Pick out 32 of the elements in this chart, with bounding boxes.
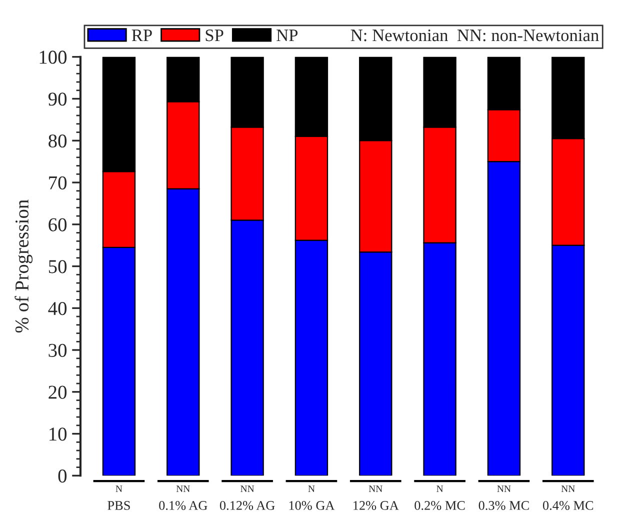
- x-tick-label: 0.4% MC: [542, 501, 594, 510]
- x-tick-label: 0.3% MC: [478, 501, 529, 510]
- y-tick-label: 0: [58, 469, 67, 483]
- text: NN: [240, 486, 254, 492]
- x-tick-label: 0.1% AG: [159, 501, 208, 510]
- y-tick-label: 90: [48, 92, 67, 106]
- text: N: [308, 486, 315, 492]
- text: N: [436, 486, 444, 492]
- y-tick-label: 20: [48, 386, 67, 399]
- y-tick-label: 30: [48, 344, 67, 357]
- y-tick-label: 80: [48, 134, 67, 148]
- y-tick-label: 50: [48, 260, 67, 274]
- legend-label: NP: [276, 30, 298, 42]
- x-tick-label: 0.12% AG: [220, 501, 275, 510]
- y-tick-label: 40: [48, 302, 67, 316]
- y-tick-label: 100: [40, 50, 67, 64]
- text: NN: [368, 486, 382, 492]
- x-tick-label: 10% GA: [289, 501, 335, 510]
- text: N: [116, 486, 122, 492]
- text: NN: [497, 486, 511, 492]
- x-tick-label: 12% GA: [354, 501, 399, 510]
- y-tick-label: 70: [49, 176, 67, 190]
- y-tick-label: 10: [50, 428, 67, 441]
- legend-label: SP: [206, 30, 224, 42]
- x-tick-label: 0.2% MC: [414, 501, 465, 510]
- text: NN: [561, 486, 575, 492]
- y-tick-label: 60: [48, 218, 67, 232]
- x-tick-label: PBS: [108, 501, 130, 510]
- legend-label: RP: [132, 30, 152, 42]
- text: NN: [176, 486, 190, 492]
- text: N: Newtonian NN: non-Newtonian: [350, 30, 599, 42]
- y-axis-title: % of Progression: [14, 200, 33, 333]
